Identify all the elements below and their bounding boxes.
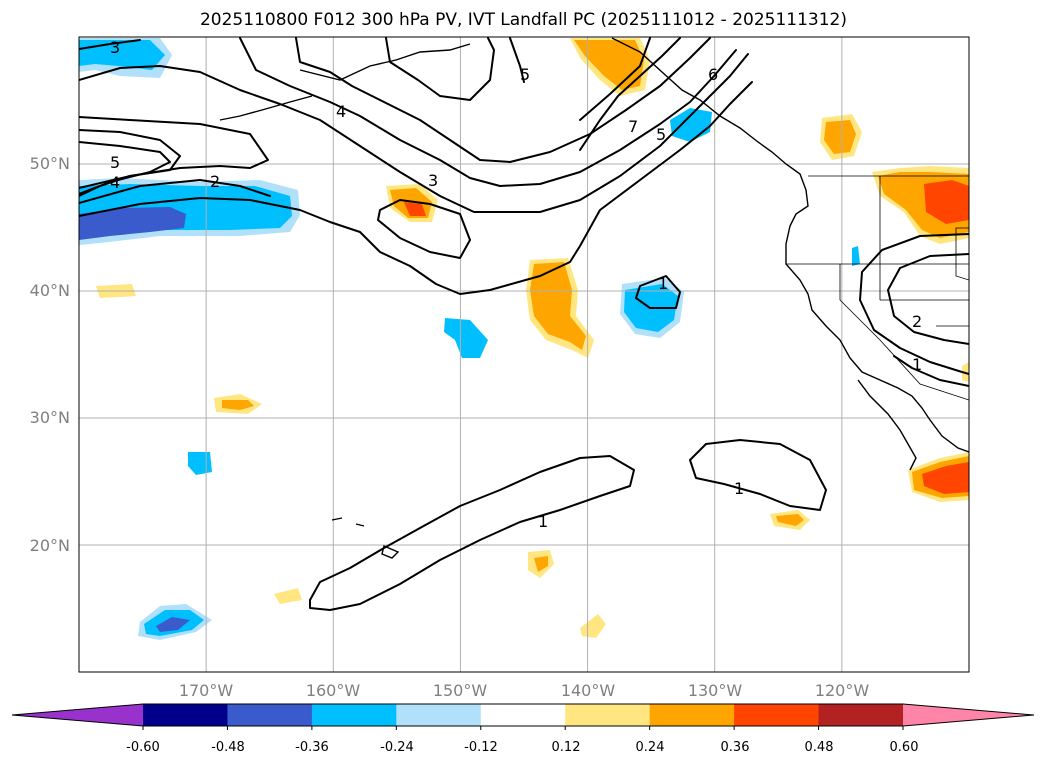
contour-label: 6 bbox=[708, 65, 718, 84]
colorbar-bin bbox=[396, 704, 482, 726]
colorbar: -0.60 -0.48 -0.36 -0.24 -0.12 0.12 0.24 … bbox=[11, 703, 1035, 755]
lat-tick-label: 30°N bbox=[30, 408, 70, 427]
positive-anomaly-region bbox=[924, 180, 969, 224]
positive-anomaly-region bbox=[824, 120, 856, 154]
contour-label: 1 bbox=[658, 274, 668, 293]
pv-contours bbox=[79, 37, 969, 611]
strong-negative-anomaly-region bbox=[156, 617, 190, 632]
lon-tick-label: 170°W bbox=[179, 681, 234, 700]
colorbar-bin bbox=[565, 704, 651, 726]
contour-label: 3 bbox=[428, 171, 438, 190]
colorbar-bin bbox=[227, 704, 313, 726]
colorbar-bin bbox=[311, 704, 397, 726]
graticule bbox=[79, 37, 969, 672]
positive-anomaly-region bbox=[404, 202, 426, 216]
colorbar-bin bbox=[649, 704, 735, 726]
negative-anomaly-region bbox=[852, 246, 860, 266]
positive-anomaly-region bbox=[922, 462, 969, 494]
contour-labels: 3 5 4 2 4 3 5 7 5 6 1 1 1 2 1 bbox=[110, 38, 922, 531]
colorbar-tick-label: -0.60 bbox=[126, 740, 160, 755]
contour-label: 5 bbox=[520, 65, 530, 84]
colorbar-tick-label: 0.12 bbox=[552, 740, 581, 755]
contour-label: 7 bbox=[628, 117, 638, 136]
positive-anomaly-region bbox=[534, 556, 548, 572]
colorbar-segments bbox=[12, 704, 1034, 726]
colorbar-extend-low bbox=[12, 704, 143, 726]
positive-anomaly-region bbox=[580, 614, 606, 638]
strong-negative-anomaly-region bbox=[79, 207, 186, 240]
colorbar-extend-high bbox=[903, 704, 1034, 726]
contour-label: 2 bbox=[210, 172, 220, 191]
colorbar-tick-label: -0.36 bbox=[295, 740, 329, 755]
contour-label: 2 bbox=[912, 312, 922, 331]
colorbar-tick-labels: -0.60 -0.48 -0.36 -0.24 -0.12 0.12 0.24 … bbox=[126, 740, 918, 755]
colorbar-tick-label: 0.36 bbox=[721, 740, 750, 755]
negative-anomaly-region bbox=[444, 318, 488, 358]
positive-anomaly-region bbox=[274, 588, 302, 604]
positive-anomaly-region bbox=[776, 514, 804, 526]
latitude-labels: 50°N 40°N 30°N 20°N bbox=[30, 154, 70, 555]
longitude-labels: 170°W 160°W 150°W 140°W 130°W 120°W bbox=[179, 681, 870, 700]
contour-label: 5 bbox=[656, 125, 666, 144]
colorbar-bin bbox=[480, 704, 566, 726]
lon-tick-label: 130°W bbox=[688, 681, 743, 700]
map-frame bbox=[78, 36, 970, 673]
lon-tick-label: 150°W bbox=[433, 681, 488, 700]
colorbar-bin bbox=[143, 704, 228, 726]
positive-anomaly-region bbox=[530, 262, 586, 350]
ivt-pc-shading bbox=[79, 38, 969, 640]
lat-tick-label: 40°N bbox=[30, 281, 70, 300]
contour-label: 1 bbox=[912, 355, 922, 374]
positive-anomaly-region bbox=[222, 400, 254, 410]
map-panel: 3 5 4 2 4 3 5 7 5 6 1 1 1 2 1 bbox=[79, 37, 969, 672]
lon-tick-label: 140°W bbox=[561, 681, 616, 700]
contour-label: 4 bbox=[336, 102, 346, 121]
colorbar-bin bbox=[734, 704, 820, 726]
map-title: 2025110800 F012 300 hPa PV, IVT Landfall… bbox=[199, 10, 847, 30]
lon-tick-label: 120°W bbox=[815, 681, 870, 700]
contour-label: 3 bbox=[110, 38, 120, 57]
contour-label: 1 bbox=[734, 479, 744, 498]
coastlines bbox=[219, 37, 969, 559]
colorbar-ticks bbox=[142, 726, 904, 730]
contour-label: 4 bbox=[110, 173, 120, 192]
colorbar-tick-label: -0.24 bbox=[380, 740, 414, 755]
colorbar-tick-label: 0.60 bbox=[890, 740, 919, 755]
contour-label: 5 bbox=[110, 153, 120, 172]
negative-anomaly-region bbox=[79, 40, 165, 70]
colorbar-tick-label: -0.48 bbox=[211, 740, 245, 755]
contour-label: 1 bbox=[538, 512, 548, 531]
lon-tick-label: 160°W bbox=[306, 681, 361, 700]
colorbar-tick-label: -0.12 bbox=[464, 740, 498, 755]
colorbar-bin bbox=[818, 704, 904, 726]
lat-tick-label: 50°N bbox=[30, 154, 70, 173]
colorbar-tick-label: 0.48 bbox=[805, 740, 834, 755]
lat-tick-label: 20°N bbox=[30, 536, 70, 555]
colorbar-tick-label: 0.24 bbox=[636, 740, 665, 755]
